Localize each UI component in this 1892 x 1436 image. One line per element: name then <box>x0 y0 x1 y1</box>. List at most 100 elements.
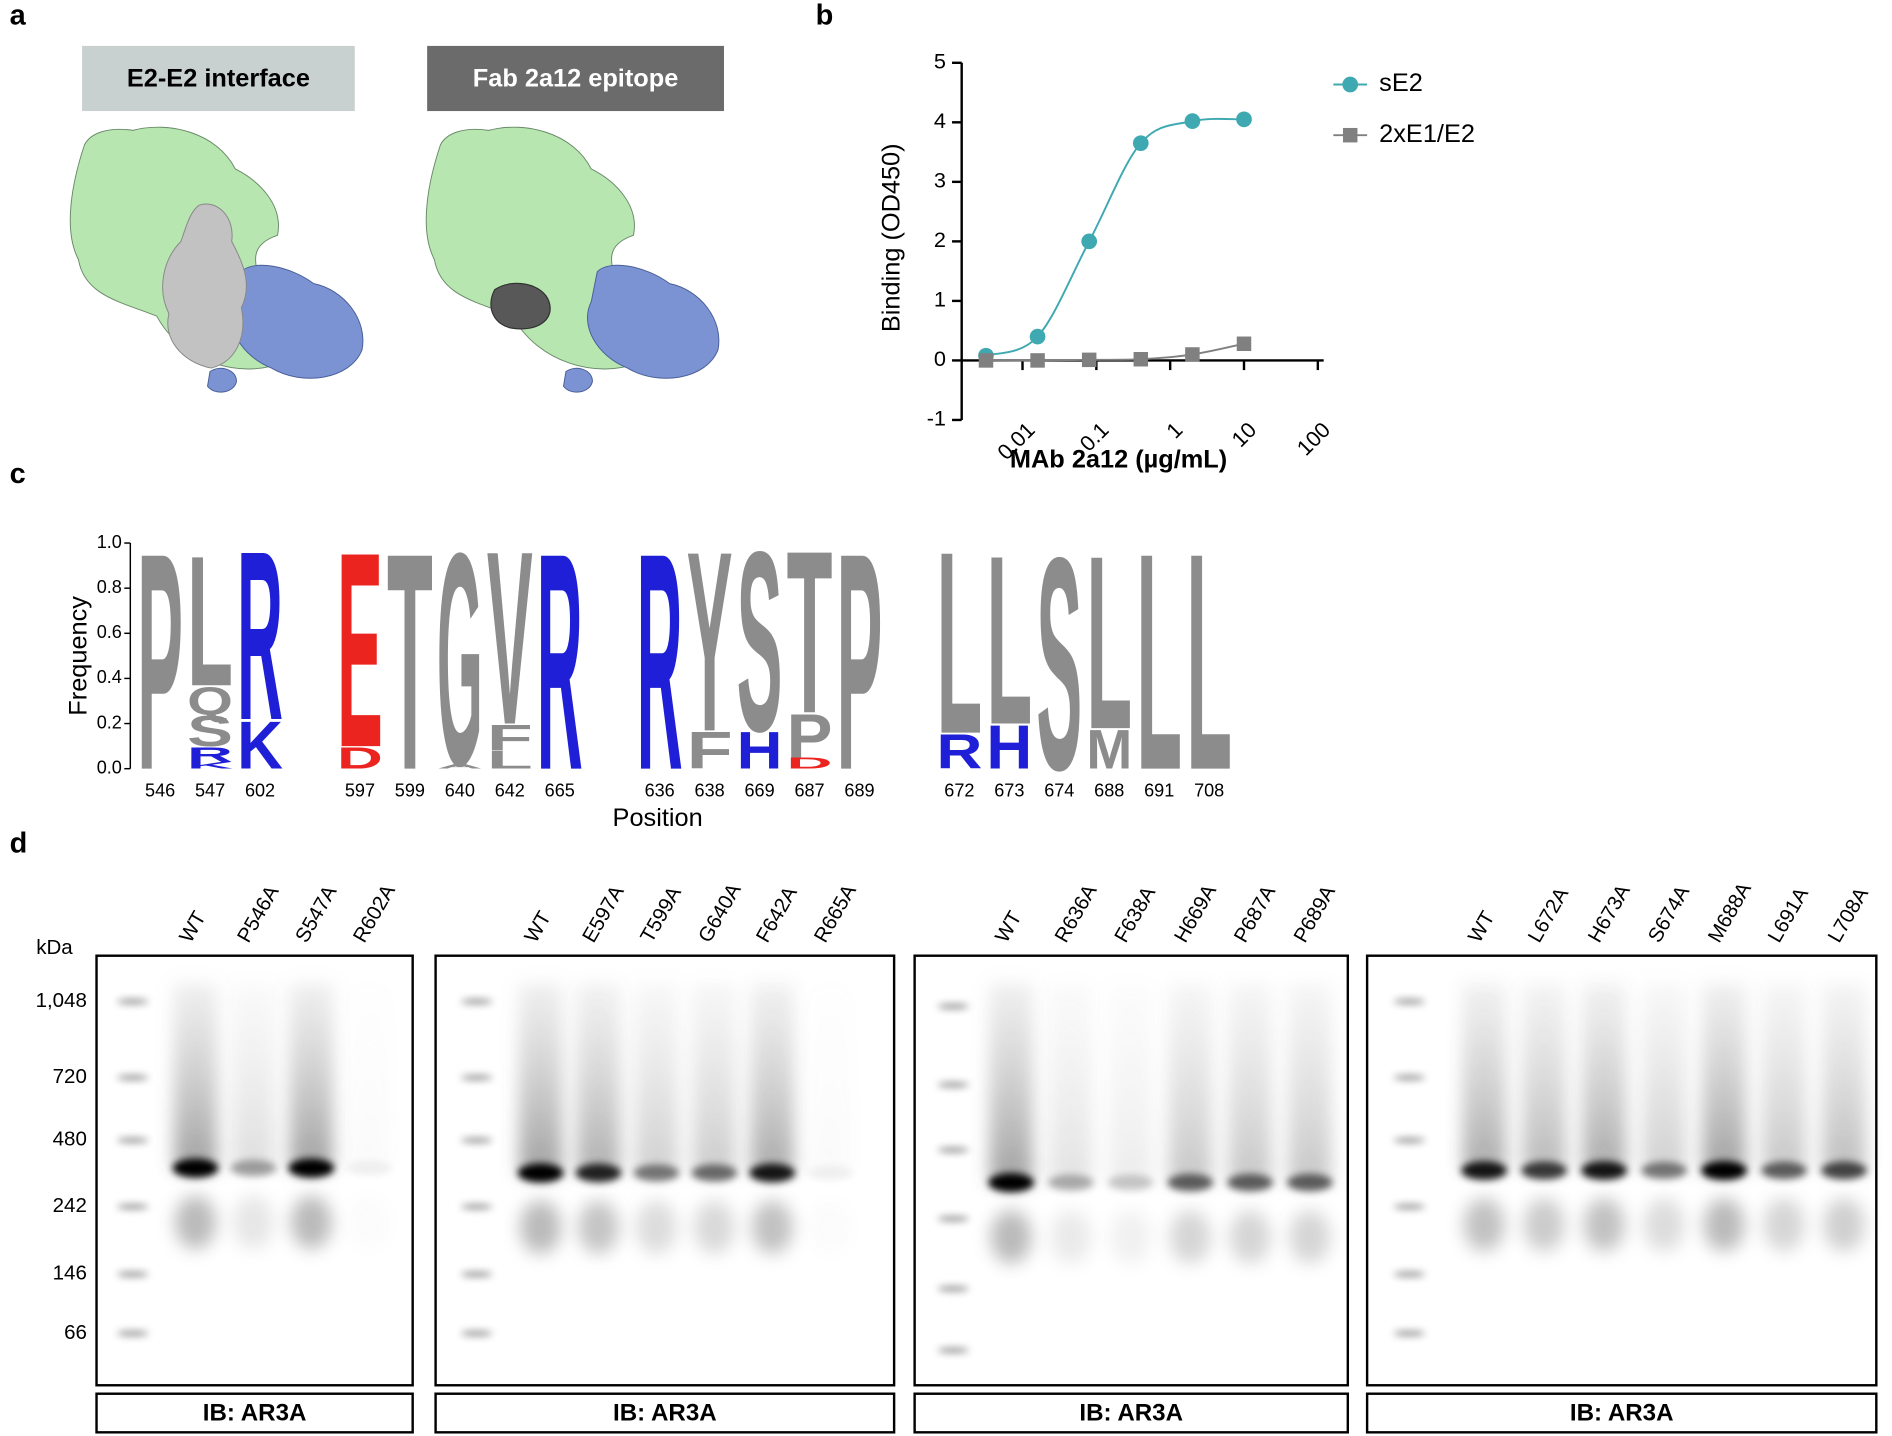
position-label: 642 <box>495 780 525 800</box>
lower-smear <box>290 1195 332 1249</box>
y-tick-label: 0 <box>934 346 946 371</box>
y-tick-label: 2 <box>934 227 946 252</box>
lane-smear <box>1168 983 1213 1183</box>
lane-smear <box>1642 983 1686 1171</box>
logo-letter: E <box>337 493 383 805</box>
lane-smear <box>1822 983 1866 1171</box>
point <box>1236 111 1252 128</box>
ladder-band <box>937 1286 969 1292</box>
antibody-label: IB: AR3A <box>1079 1400 1183 1427</box>
y-tick-label: 0.6 <box>97 622 122 642</box>
marker-label: 1,048 <box>36 989 87 1012</box>
ladder-band <box>1393 999 1426 1004</box>
lane-label: R602A <box>349 880 400 946</box>
logo-letter: F <box>687 721 733 780</box>
legend-marker <box>1342 76 1359 93</box>
y-tick-label: 1.0 <box>97 532 122 552</box>
panel-label: c <box>10 458 26 490</box>
logo-letter: P <box>137 488 183 835</box>
lane-label: L691A <box>1763 883 1813 946</box>
y-tick-label: 0.0 <box>97 757 122 777</box>
lane-label: WT <box>991 907 1027 947</box>
lane-smear <box>1288 983 1332 1183</box>
logo-letter: L <box>936 498 982 789</box>
logo-letter: R <box>637 490 683 835</box>
x-axis-label: Position <box>613 804 703 832</box>
structure-panel: E2-E2 interface Fab 2a12 epitope <box>69 45 724 393</box>
lower-smear <box>1110 1210 1152 1264</box>
lower-smear <box>1289 1210 1331 1264</box>
lane-label: E597A <box>578 881 629 946</box>
point <box>1236 336 1252 352</box>
position-label: 602 <box>245 780 275 800</box>
lower-smear <box>174 1195 216 1249</box>
lane-label: H673A <box>1584 880 1635 946</box>
lower-smear <box>520 1200 562 1254</box>
lane-smear <box>634 983 679 1173</box>
point <box>1029 328 1046 345</box>
logo-letter: P <box>837 488 883 835</box>
point <box>1132 135 1149 152</box>
position-label: 688 <box>1094 780 1124 800</box>
logo-letter: D <box>337 741 383 776</box>
logo-letter: K <box>237 707 283 784</box>
lower-smear <box>1703 1198 1745 1252</box>
y-tick-label: 4 <box>934 108 946 133</box>
ladder-band <box>460 1204 493 1210</box>
ladder-band <box>1393 1271 1426 1277</box>
band <box>1047 1174 1094 1191</box>
position-label: 689 <box>844 780 874 800</box>
band <box>1167 1173 1214 1192</box>
lower-smear <box>1169 1210 1211 1264</box>
lower-smear <box>349 1196 390 1249</box>
logo-letter: V <box>487 500 533 777</box>
antibody-box <box>95 1392 414 1434</box>
x-tick-label: 1 <box>1161 417 1187 443</box>
lane-smear <box>231 983 276 1169</box>
lower-smear <box>1823 1198 1865 1252</box>
ladder-band <box>117 999 149 1004</box>
lane-label: P546A <box>233 881 284 946</box>
lane-label: M688A <box>1703 878 1756 946</box>
lower-smear <box>751 1200 793 1254</box>
lane-smear <box>1462 983 1506 1171</box>
band <box>575 1163 622 1183</box>
lane-label: L672A <box>1524 883 1574 946</box>
lane-smear <box>289 983 334 1169</box>
logo-letter: D <box>787 755 833 772</box>
logo-letter: R <box>237 502 283 771</box>
band <box>807 1165 854 1181</box>
band <box>1107 1174 1154 1191</box>
lane-label: WT <box>520 907 556 947</box>
logo-letter: L <box>487 746 533 774</box>
point <box>1030 353 1045 368</box>
marker-label: 146 <box>53 1262 87 1285</box>
antibody-box <box>1365 1392 1878 1434</box>
lane-label: G640A <box>694 879 746 946</box>
lower-smear <box>232 1195 274 1249</box>
ladder-band <box>937 1216 969 1222</box>
band <box>1761 1161 1807 1180</box>
lower-smear <box>1763 1198 1805 1252</box>
panel-label: a <box>10 0 27 32</box>
ladder-band <box>117 1271 149 1277</box>
logo-letter: R <box>187 743 233 767</box>
logo-letter: S <box>737 498 783 785</box>
structure-title: E2-E2 interface <box>127 64 310 92</box>
band <box>1461 1161 1508 1180</box>
band <box>346 1160 393 1176</box>
lane-label: S674A <box>1644 881 1695 946</box>
lane-smear <box>1108 983 1153 1183</box>
logo-letter: R <box>537 490 583 835</box>
logo-letter: L <box>1086 503 1132 780</box>
lower-smear <box>1229 1210 1271 1264</box>
band <box>1581 1161 1628 1180</box>
logo-letter: G <box>437 491 483 830</box>
y-tick-label: 0.2 <box>97 712 122 732</box>
title-box <box>82 45 355 112</box>
logo-letter: L <box>1136 488 1182 834</box>
lane-label: P689A <box>1289 881 1340 946</box>
logo-letter: P <box>787 702 833 771</box>
y-axis-label: Binding (OD450) <box>878 143 906 332</box>
